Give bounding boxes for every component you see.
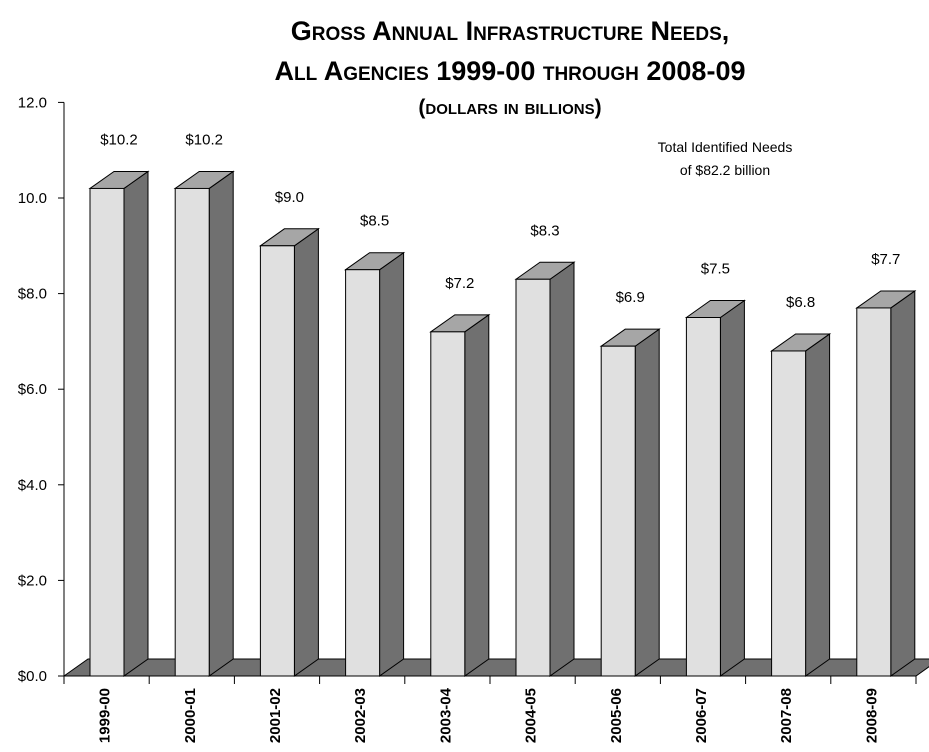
chart-subtitle: (dollars in billions) [418, 96, 601, 119]
bar-side [549, 261, 575, 677]
annotation-line1: Total Identified Needs [658, 139, 793, 155]
bar [429, 313, 491, 677]
bar [770, 332, 832, 677]
chart-title-line1: Gross Annual Infrastructure Needs, [291, 16, 730, 46]
data-label: $6.8 [786, 294, 815, 311]
data-label: $8.5 [360, 213, 389, 230]
x-tick-label: 2005-06 [608, 688, 625, 743]
bar [514, 261, 576, 677]
bar [599, 328, 661, 677]
bar-front [430, 331, 466, 677]
bar [344, 251, 406, 677]
y-tick-label: $0.0 [18, 668, 47, 685]
data-label: $7.2 [445, 275, 474, 292]
bar-front [685, 317, 721, 677]
chart-title-line2: All Agencies 1999-00 through 2008-09 [275, 56, 746, 86]
data-label: $8.3 [530, 222, 559, 239]
bar-front [771, 350, 807, 677]
bar-front [515, 278, 551, 677]
bar-side [464, 313, 490, 677]
bar-side [123, 170, 149, 677]
y-tick-label: $2.0 [18, 572, 47, 589]
data-label: $7.7 [871, 251, 900, 268]
y-tick-label: $6.0 [18, 381, 47, 398]
bar-side [719, 299, 745, 677]
x-tick-label: 2004-05 [523, 688, 540, 743]
bar-front [174, 187, 210, 677]
data-label: $7.5 [701, 261, 730, 278]
bar-side [805, 332, 831, 677]
bar [855, 289, 917, 677]
bar-front [856, 307, 892, 677]
bar-front [345, 269, 381, 677]
x-tick-label: 2006-07 [693, 688, 710, 743]
bar-side [208, 170, 234, 677]
x-tick-label: 2001-02 [267, 688, 284, 743]
x-tick-label: 2008-09 [863, 688, 880, 743]
x-tick-label: 2007-08 [778, 688, 795, 743]
bar-side [293, 227, 319, 677]
annotation-line2: of $82.2 billion [680, 162, 770, 178]
data-label: $10.2 [185, 131, 223, 148]
bar-side [379, 251, 405, 677]
bar [684, 299, 746, 677]
data-label: $9.0 [275, 189, 304, 206]
bar-front [259, 245, 295, 677]
x-tick-label: 2000-01 [182, 688, 199, 743]
bar-side [634, 328, 660, 677]
bar-side [890, 289, 916, 677]
x-tick-label: 1999-00 [97, 688, 114, 743]
bar-front [89, 187, 125, 677]
data-label: $10.2 [100, 131, 138, 148]
y-tick-label: 12.0 [18, 94, 47, 111]
y-tick-label: $8.0 [18, 286, 47, 303]
y-tick-label: $4.0 [18, 477, 47, 494]
y-tick-label: 10.0 [18, 190, 47, 207]
bar [88, 170, 150, 677]
data-label: $6.9 [616, 289, 645, 306]
x-tick-label: 2002-03 [352, 688, 369, 743]
bar [173, 170, 235, 677]
bar [258, 227, 320, 677]
x-tick-label: 2003-04 [437, 687, 454, 743]
bar-front [600, 345, 636, 677]
